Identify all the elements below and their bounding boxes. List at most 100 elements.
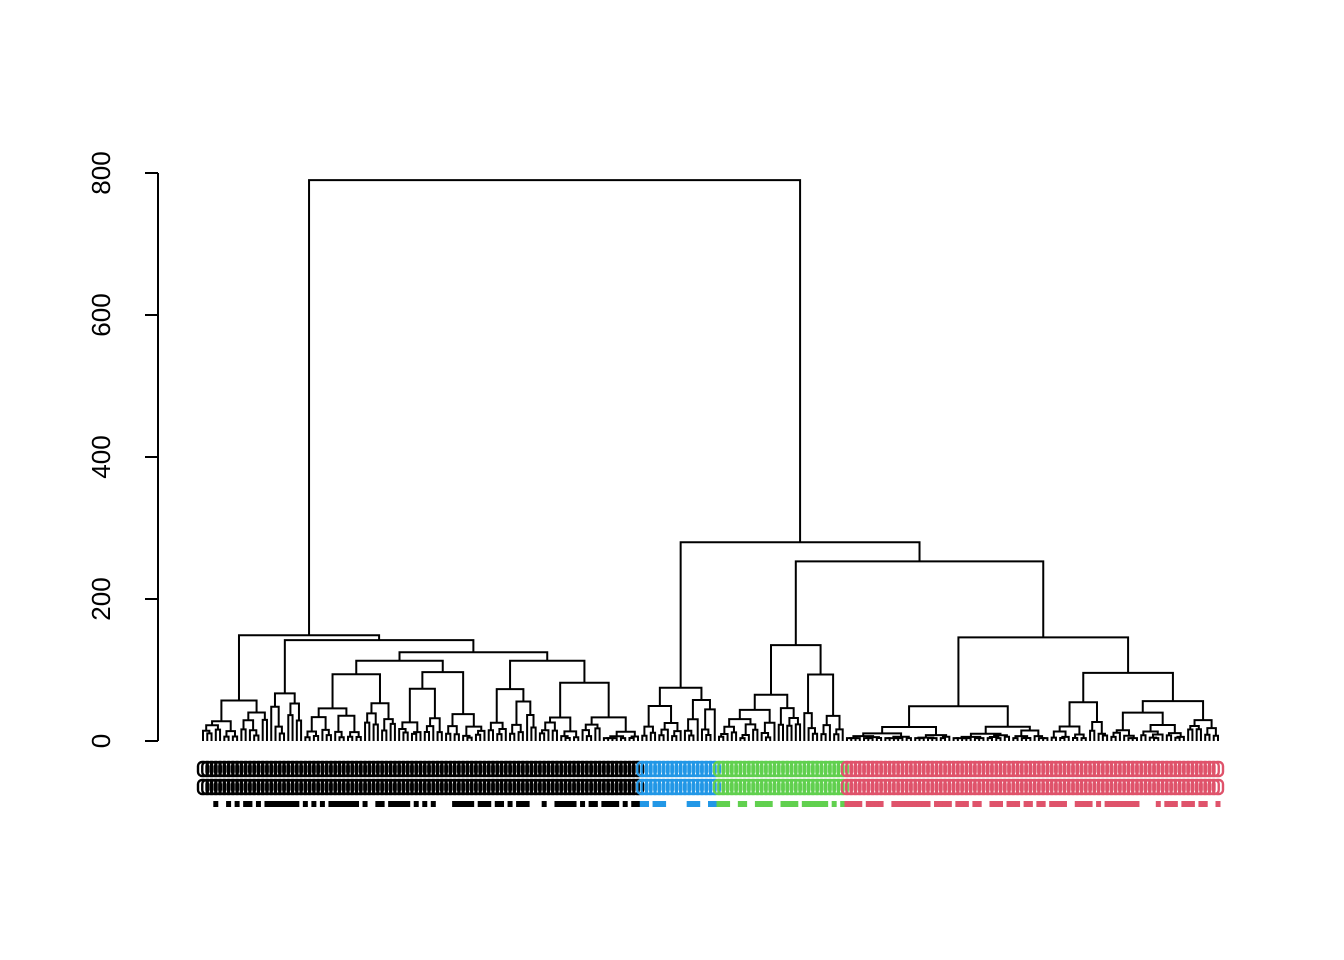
leaf-label-mark	[925, 801, 931, 807]
dendrogram-merge	[1089, 729, 1096, 741]
dendrogram-merge	[720, 733, 729, 741]
leaf-label-mark	[413, 801, 419, 807]
dendrogram-merge	[355, 736, 362, 741]
dendrogram-merge	[247, 711, 266, 721]
dendrogram-merge	[1206, 727, 1217, 736]
leaf-label-mark	[631, 801, 637, 807]
leaf-label-mark	[264, 801, 270, 807]
dendrogram-merge	[1101, 734, 1109, 741]
y-tick-label: 800	[86, 151, 116, 194]
leaf-label-mark	[1189, 801, 1195, 807]
leaf-label-mark	[273, 801, 278, 807]
leaf-label-mark	[998, 801, 1003, 807]
dendrogram-merge	[495, 688, 525, 723]
leaf-label-mark	[1006, 801, 1012, 807]
leaf-label-mark	[302, 801, 308, 807]
leaf-label-mark	[959, 801, 965, 807]
leaf-label-mark	[430, 801, 436, 807]
leaf-label-mark	[754, 801, 760, 807]
leaf-label-mark	[1117, 801, 1123, 807]
leaf-label-mark	[1211, 778, 1225, 796]
leaf-label-mark	[806, 801, 812, 807]
y-tick-label: 200	[86, 577, 116, 620]
leaf-label-mark	[955, 801, 961, 807]
dendrogram-merge	[1187, 728, 1194, 741]
leaf-label-mark	[946, 801, 952, 807]
leaf-label-mark	[319, 801, 325, 807]
leaf-label-mark	[1061, 801, 1067, 807]
leaf-label-mark	[563, 801, 568, 807]
leaf-label-mark	[661, 801, 667, 807]
y-axis: 0 200 400 600 800	[86, 151, 159, 748]
dendrogram-merge	[811, 732, 819, 741]
y-tick-label: 0	[86, 734, 116, 748]
dendrogram-merge	[338, 736, 345, 741]
leaf-label-mark	[422, 801, 428, 807]
leaf-label-mark	[213, 801, 219, 807]
dendrogram-merge	[477, 729, 486, 741]
dendrogram-merge	[908, 705, 1009, 728]
dendrogram-merge	[240, 728, 247, 741]
dendrogram-merge	[1033, 735, 1044, 741]
dendrogram-merge	[1003, 735, 1011, 741]
dendrogram-merge	[261, 718, 268, 741]
dendrogram-merge	[453, 733, 460, 741]
leaf-label-mark	[1083, 801, 1089, 807]
dendrogram-merge	[517, 731, 524, 741]
dendrogram-merge	[663, 721, 679, 732]
leaf-label-mark	[814, 801, 820, 807]
dendrogram-merge	[973, 737, 981, 741]
leaf-label-mark	[1168, 801, 1174, 807]
leaf-label-mark	[592, 801, 598, 807]
leaf-label-mark	[1211, 760, 1225, 778]
dendrogram-merge	[544, 721, 556, 731]
leaf-label-mark	[524, 801, 530, 807]
dendrogram-merge	[423, 730, 431, 741]
dendrogram-merge	[585, 735, 593, 741]
leaf-label-mark	[784, 801, 790, 807]
dendrogram-merge	[242, 719, 255, 731]
dendrogram-merge	[304, 736, 311, 741]
dendrogram-merge	[1141, 700, 1205, 721]
leaf-label-mark	[916, 801, 922, 807]
dendrogram-merge	[1050, 736, 1057, 741]
leaf-label-mark	[644, 801, 650, 807]
dendrogram-merge	[807, 727, 816, 741]
dendrogram-merge	[1165, 734, 1173, 741]
dendrogram-merge	[845, 737, 853, 741]
dendrogram-merge	[496, 733, 503, 741]
dendrogram-merge	[628, 736, 635, 741]
dendrogram-merge	[451, 713, 475, 727]
dendrogram-merge	[590, 716, 627, 732]
dendrogram-merge	[509, 732, 516, 741]
leaf-label-mark	[857, 801, 863, 807]
leaf-label-mark	[690, 801, 696, 807]
leaf-label-mark	[840, 801, 846, 807]
leaf-label-mark	[870, 801, 876, 807]
dendrogram-tree	[202, 179, 1219, 741]
leaf-label-mark	[1125, 801, 1131, 807]
dendrogram-merge	[325, 734, 332, 741]
dendrogram-merge	[538, 732, 546, 741]
dendrogram-merge	[671, 735, 678, 741]
dendrogram-merge	[429, 717, 441, 733]
dendrogram-merge	[892, 737, 900, 741]
dendrogram-merge	[1123, 734, 1135, 741]
dendrogram-merge	[398, 651, 549, 661]
dendrogram-merge	[1153, 737, 1160, 741]
leaf-label-mark	[558, 801, 564, 807]
leaf-label-mark	[708, 801, 713, 807]
leaf-label-mark	[789, 801, 795, 807]
leaf-label-mark	[328, 801, 334, 807]
leaf-label-mark	[865, 801, 871, 807]
dendrogram-merge	[986, 737, 993, 741]
leaf-label-mark	[362, 801, 368, 807]
leaf-label-mark	[1172, 801, 1178, 807]
dendrogram-merge	[366, 712, 377, 725]
dendrogram-merge	[660, 728, 669, 741]
dendrogram-merge	[723, 725, 735, 735]
leaf-label-mark	[780, 801, 786, 807]
leaf-label-mark	[1096, 801, 1102, 807]
leaf-label-mark	[1027, 801, 1033, 807]
leaf-label-mark	[345, 801, 351, 807]
